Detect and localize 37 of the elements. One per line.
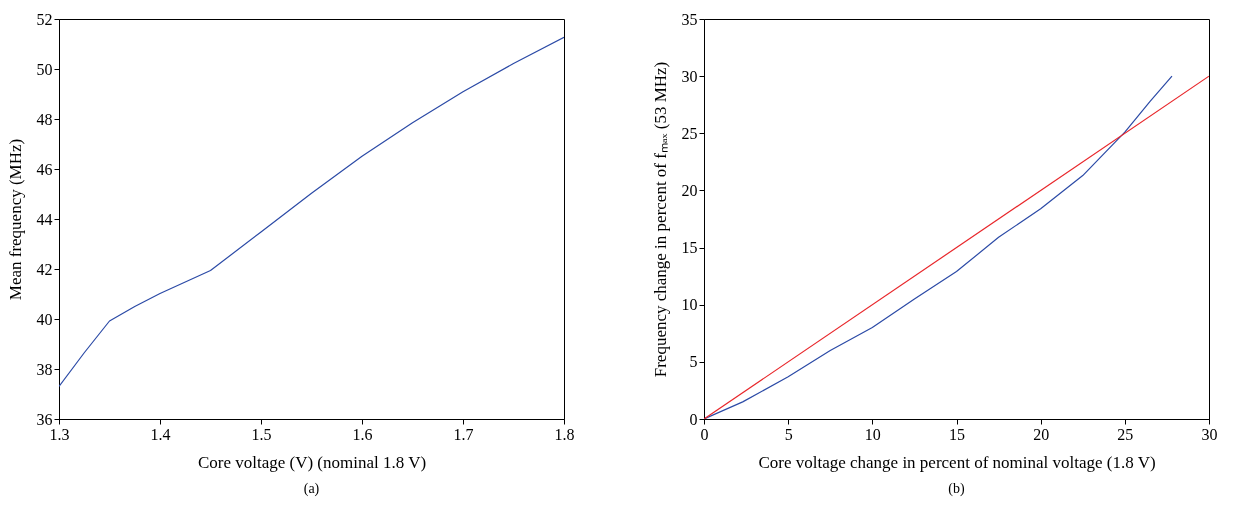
y-tick-label: 40: [36, 310, 53, 328]
y-tick-label: 25: [681, 124, 698, 142]
x-tick-label: 1.4: [150, 425, 171, 443]
x-tick-label: 1.8: [554, 425, 575, 443]
y-tick-label: 52: [36, 10, 53, 28]
y-tick-label: 15: [681, 239, 698, 257]
x-tick-label: 1.7: [453, 425, 474, 443]
line-series: [59, 36, 564, 388]
text: (a): [303, 481, 320, 497]
text: (b): [948, 481, 965, 497]
y-tick-label: 0: [689, 410, 698, 428]
x-tick-label: 25: [1117, 425, 1134, 443]
y-tick-label: 5: [689, 353, 698, 371]
x-axis-title: Core voltage change in percent of nominal voltage (1.8 V): [758, 452, 1156, 472]
x-tick-label: 20: [1033, 425, 1050, 443]
y-tick-label: 42: [36, 260, 53, 278]
y-tick-label: 50: [36, 60, 53, 78]
y-tick-label: 44: [36, 210, 53, 228]
x-axis-title: Core voltage (V) (nominal 1.8 V): [197, 452, 427, 472]
x-tick-label: 30: [1201, 425, 1218, 443]
x-tick-label: 1.6: [352, 425, 373, 443]
y-axis-title: Frequency change in percent of fₘₐₓ (53 MHz): [650, 61, 670, 378]
x-tick-label: 1.5: [251, 425, 272, 443]
x-tick-label: 0: [700, 425, 709, 443]
x-tick-label: 5: [784, 425, 793, 443]
x-tick-label: 1.3: [49, 425, 70, 443]
y-tick-label: 10: [681, 296, 698, 314]
y-tick-label: 38: [36, 360, 53, 378]
y-tick-label: 36: [36, 410, 53, 428]
y-tick-label: 30: [681, 67, 698, 85]
y-tick-label: 46: [36, 160, 53, 178]
x-tick-label: 15: [949, 425, 965, 443]
y-axis-title: Mean frequency (MHz): [5, 138, 25, 301]
y-tick-label: 48: [36, 110, 53, 128]
y-tick-label: 20: [681, 181, 698, 199]
x-tick-label: 10: [864, 425, 881, 443]
y-tick-label: 35: [681, 10, 698, 28]
